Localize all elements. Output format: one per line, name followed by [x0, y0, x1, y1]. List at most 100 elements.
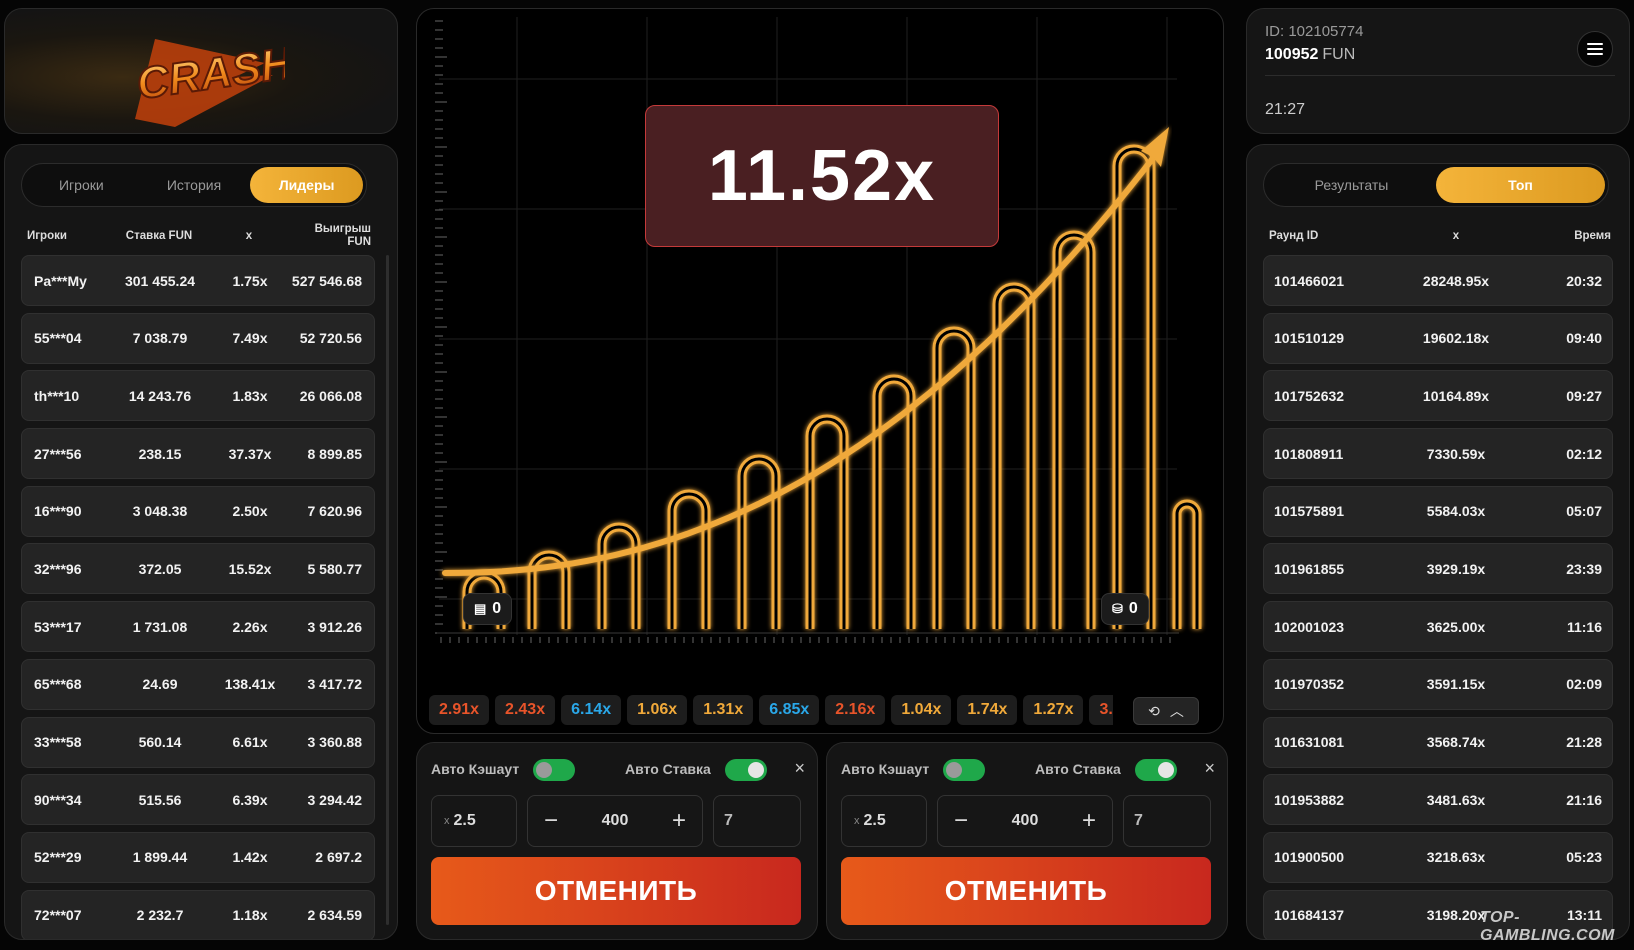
bet-amount: 1 899.44 — [132, 849, 188, 866]
tab-top[interactable]: Топ — [1436, 167, 1605, 203]
bet-amount[interactable]: 400 — [601, 812, 629, 829]
multiplier: 3218.63x — [1426, 849, 1486, 866]
bet-amount[interactable]: 400 — [1011, 812, 1039, 829]
menu-icon[interactable] — [1577, 31, 1613, 67]
round-id: 101808911 — [1274, 445, 1344, 462]
multiplier: 2.50x — [232, 503, 268, 520]
logo-panel: CRASH — [4, 8, 398, 134]
multiplier: 3198.20x — [1426, 907, 1486, 924]
win-amount: 3 417.72 — [307, 676, 363, 693]
table-row: 101510129 19602.18x 09:40 — [1263, 312, 1613, 364]
close-icon[interactable]: × — [1204, 758, 1215, 778]
auto-cashout-label: Авто Кэшаут — [431, 761, 520, 777]
player-name: th***10 — [34, 387, 80, 404]
x-prefix: x — [854, 815, 860, 827]
bets-count: 0 — [492, 600, 502, 617]
multiplier: 7.49x — [232, 330, 268, 347]
win-amount: 5 580.77 — [307, 560, 363, 577]
player-name: 53***17 — [34, 618, 82, 635]
auto-rounds-field[interactable]: 7 — [1123, 795, 1211, 847]
decor-bar — [1112, 144, 1156, 629]
plus-icon[interactable]: + — [671, 807, 686, 834]
tab-results[interactable]: Результаты — [1314, 177, 1389, 193]
bets-icon: ▤ — [474, 601, 487, 616]
auto-cashout-toggle[interactable] — [943, 759, 985, 781]
player-name: Pa***My — [34, 272, 87, 289]
tab-players[interactable]: Игроки — [58, 177, 104, 193]
player-name: 33***58 — [34, 734, 82, 750]
round-time: 21:16 — [1566, 791, 1602, 808]
decor-bar — [995, 285, 1033, 629]
decor-bar — [875, 377, 913, 629]
cancel-bet-button[interactable]: ОТМЕНИТЬ — [431, 857, 801, 925]
round-id: 101466021 — [1274, 272, 1345, 289]
account-panel: ID: 102105774 100952 FUN 21:27 — [1246, 8, 1630, 134]
auto-bet-toggle[interactable] — [725, 759, 767, 781]
bet-amount: 1 731.08 — [132, 618, 188, 635]
multiplier: 15.52x — [228, 560, 272, 577]
auto-cashout-toggle[interactable] — [533, 759, 575, 781]
right-table-body: 101466021 28248.95x 20:32 101510129 19602.18… — [1263, 255, 1613, 939]
multiplier: 19602.18x — [1422, 330, 1490, 347]
table-row: 32***96 372.05 15.52x 5 580.77 — [21, 543, 375, 595]
left-scrollbar[interactable] — [386, 255, 389, 925]
history-chip: 3.76x — [1089, 695, 1113, 725]
table-row: 102001023 3625.00x 11:16 — [1263, 601, 1613, 653]
decor-bar — [935, 329, 973, 629]
decor-bar — [600, 525, 638, 629]
multiplier: 138.41x — [224, 676, 276, 693]
table-row: 72***07 2 232.7 1.18x 2 634.59 — [21, 889, 375, 939]
multiplier: 3625.00x — [1426, 618, 1486, 635]
auto-bet-label: Авто Ставка — [1035, 761, 1121, 777]
round-time: 21:28 — [1566, 734, 1602, 750]
close-icon[interactable]: × — [794, 758, 805, 778]
auto-bet-toggle[interactable] — [1135, 759, 1177, 781]
tab-history[interactable]: История — [166, 177, 222, 193]
bet-amount: 7 038.79 — [132, 330, 188, 347]
multiplier: 1.42x — [232, 849, 268, 866]
top-results-panel: Результаты Топ Раунд ID x Время 10146602… — [1246, 144, 1630, 940]
multiplier: 3591.15x — [1426, 676, 1486, 693]
cashout-multiplier-field[interactable]: x 2.5 — [431, 795, 517, 847]
decor-bar — [1172, 499, 1202, 629]
table-row: 101970352 3591.15x 02:09 — [1263, 658, 1613, 710]
table-row: 101900500 3218.63x 05:23 — [1263, 831, 1613, 883]
round-id: 101752632 — [1274, 387, 1345, 404]
player-name: 27***56 — [34, 445, 82, 462]
cancel-bet-button[interactable]: ОТМЕНИТЬ — [841, 857, 1211, 925]
win-amount: 26 066.08 — [299, 387, 362, 404]
minus-icon[interactable]: − — [544, 807, 559, 834]
decor-bar — [808, 417, 846, 629]
bet-amount: 560.14 — [138, 734, 182, 750]
multiplier: 3481.63x — [1426, 791, 1486, 808]
auto-rounds-field[interactable]: 7 — [713, 795, 801, 847]
decor-bar — [597, 522, 641, 629]
table-row: 52***29 1 899.44 1.42x 2 697.2 — [21, 831, 375, 883]
plus-icon[interactable]: + — [1081, 807, 1096, 834]
decor-bar — [1175, 502, 1199, 629]
bet-amount-stepper: − 400 + — [527, 795, 703, 847]
decor-bar — [670, 492, 708, 629]
table-row: 101631081 3568.74x 21:28 — [1263, 716, 1613, 768]
decor-bar — [992, 282, 1036, 629]
minus-icon[interactable]: − — [954, 807, 969, 834]
table-row: 101575891 5584.03x 05:07 — [1263, 485, 1613, 537]
col-win: Выигрыш FUN — [314, 223, 371, 248]
bet-amount: 2 232.7 — [136, 907, 184, 924]
win-amount: 2 697.2 — [315, 849, 362, 866]
history-chip: 1.06x — [627, 695, 688, 725]
tab-leaders[interactable]: Лидеры — [250, 167, 364, 203]
round-id: 101900500 — [1274, 849, 1345, 866]
win-amount: 2 634.59 — [307, 907, 363, 924]
decor-bar — [1055, 233, 1093, 629]
current-multiplier: 11.52x — [645, 105, 999, 247]
cashout-multiplier-field[interactable]: x 2.5 — [841, 795, 927, 847]
user-id: ID: 102105774 — [1265, 23, 1364, 40]
crash-graph — [435, 17, 1202, 643]
col-x: x — [245, 230, 253, 242]
bet-panel-1: Авто Кэшаут Авто Ставка × x 2.5 − 400 + 7… — [416, 742, 818, 940]
bet-amount: 14 243.76 — [128, 387, 192, 404]
balance-value: 100952 — [1265, 46, 1319, 63]
right-tabs: Результаты Топ — [1263, 163, 1609, 207]
history-toggle-button[interactable]: ⟲ ︿ — [1133, 697, 1199, 725]
